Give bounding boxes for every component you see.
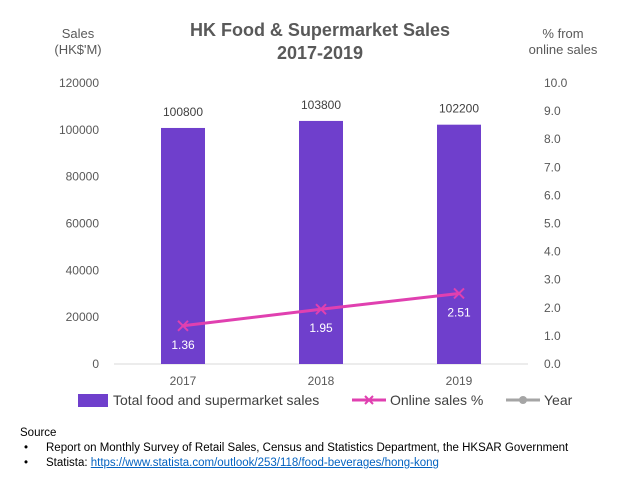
bar-data-label: 100800 [163,105,203,119]
source-item-prefix: Statista: [46,457,91,469]
chart-plot-area: 0 20000 40000 60000 80000 100000 120000 0.0 1.0 2… [59,76,568,388]
source-list: Report on Monthly Survey of Retail Sales… [20,441,630,471]
right-axis-tick-label: 7.0 [544,160,561,174]
right-axis-tick-label: 10.0 [544,76,568,90]
left-axis-tick-label: 80000 [66,170,100,184]
source-item-statista: Statista: https://www.statista.com/outlo… [24,456,630,471]
right-axis-tick-label: 2.0 [544,301,561,315]
left-axis-tick-label: 60000 [66,217,100,231]
left-axis-tick-label: 120000 [59,76,99,90]
left-axis-title: Sales (HK$'M) [38,26,118,58]
left-axis-title-line-2: (HK$'M) [54,42,102,57]
right-axis-title: % from online sales [508,26,618,58]
right-axis-tick-label: 0.0 [544,357,561,371]
legend-swatch-line-dot [506,396,540,404]
legend-item-online-sales[interactable]: Online sales % [352,392,483,408]
source-block: Source Report on Monthly Survey of Retai… [20,426,630,471]
source-item-census: Report on Monthly Survey of Retail Sales… [24,441,630,456]
source-item-text: Report on Monthly Survey of Retail Sales… [46,442,569,454]
legend-item-year[interactable]: Year [506,392,572,408]
right-axis-tick-label: 1.0 [544,329,561,343]
legend-label-year: Year [544,392,573,408]
right-axis-title-line-2: online sales [528,42,598,57]
legend-label-online-sales: Online sales % [390,392,484,408]
line-data-label: 1.95 [309,321,333,335]
right-axis-tick-label: 5.0 [544,217,561,231]
right-axis-tick-label: 6.0 [544,188,561,202]
line-marker-x [315,303,327,315]
bar-data-label: 103800 [301,98,341,112]
bar-total-sales [437,124,481,364]
line-data-label: 2.51 [447,305,471,319]
right-axis-tick-label: 3.0 [544,273,561,287]
source-heading: Source [20,427,57,439]
legend-item-total-sales[interactable]: Total food and supermarket sales [78,392,319,408]
bar-data-label: 102200 [439,102,479,116]
left-axis-tick-label: 0 [92,357,99,371]
legend-swatch-line-x [352,395,386,405]
line-data-label: 1.36 [171,338,195,352]
right-axis-tick-label: 8.0 [544,132,561,146]
legend-label-total-sales: Total food and supermarket sales [113,392,320,408]
right-axis-title-line-1: % from [542,26,584,41]
left-axis-tick-label: 100000 [59,123,99,137]
chart-title-line-2: 2017-2019 [276,43,364,63]
bar-total-sales [299,120,343,364]
bar-total-sales [161,127,205,365]
left-axis-tick-label: 40000 [66,263,100,277]
statista-link[interactable]: https://www.statista.com/outlook/253/118… [90,457,439,469]
line-marker-x [177,320,189,332]
right-axis-tick-label: 4.0 [544,245,561,259]
chart-title-line-1: HK Food & Supermarket Sales [189,20,451,40]
x-axis-tick-label: 2019 [446,374,473,388]
x-axis-tick-label: 2018 [308,374,335,388]
x-axis-tick-label: 2017 [170,374,197,388]
line-marker-x [453,287,465,300]
legend-swatch-bar [78,393,108,407]
left-axis-title-line-1: Sales [61,26,95,41]
right-axis-tick-label: 9.0 [544,104,561,118]
left-axis-tick-label: 20000 [66,310,100,324]
